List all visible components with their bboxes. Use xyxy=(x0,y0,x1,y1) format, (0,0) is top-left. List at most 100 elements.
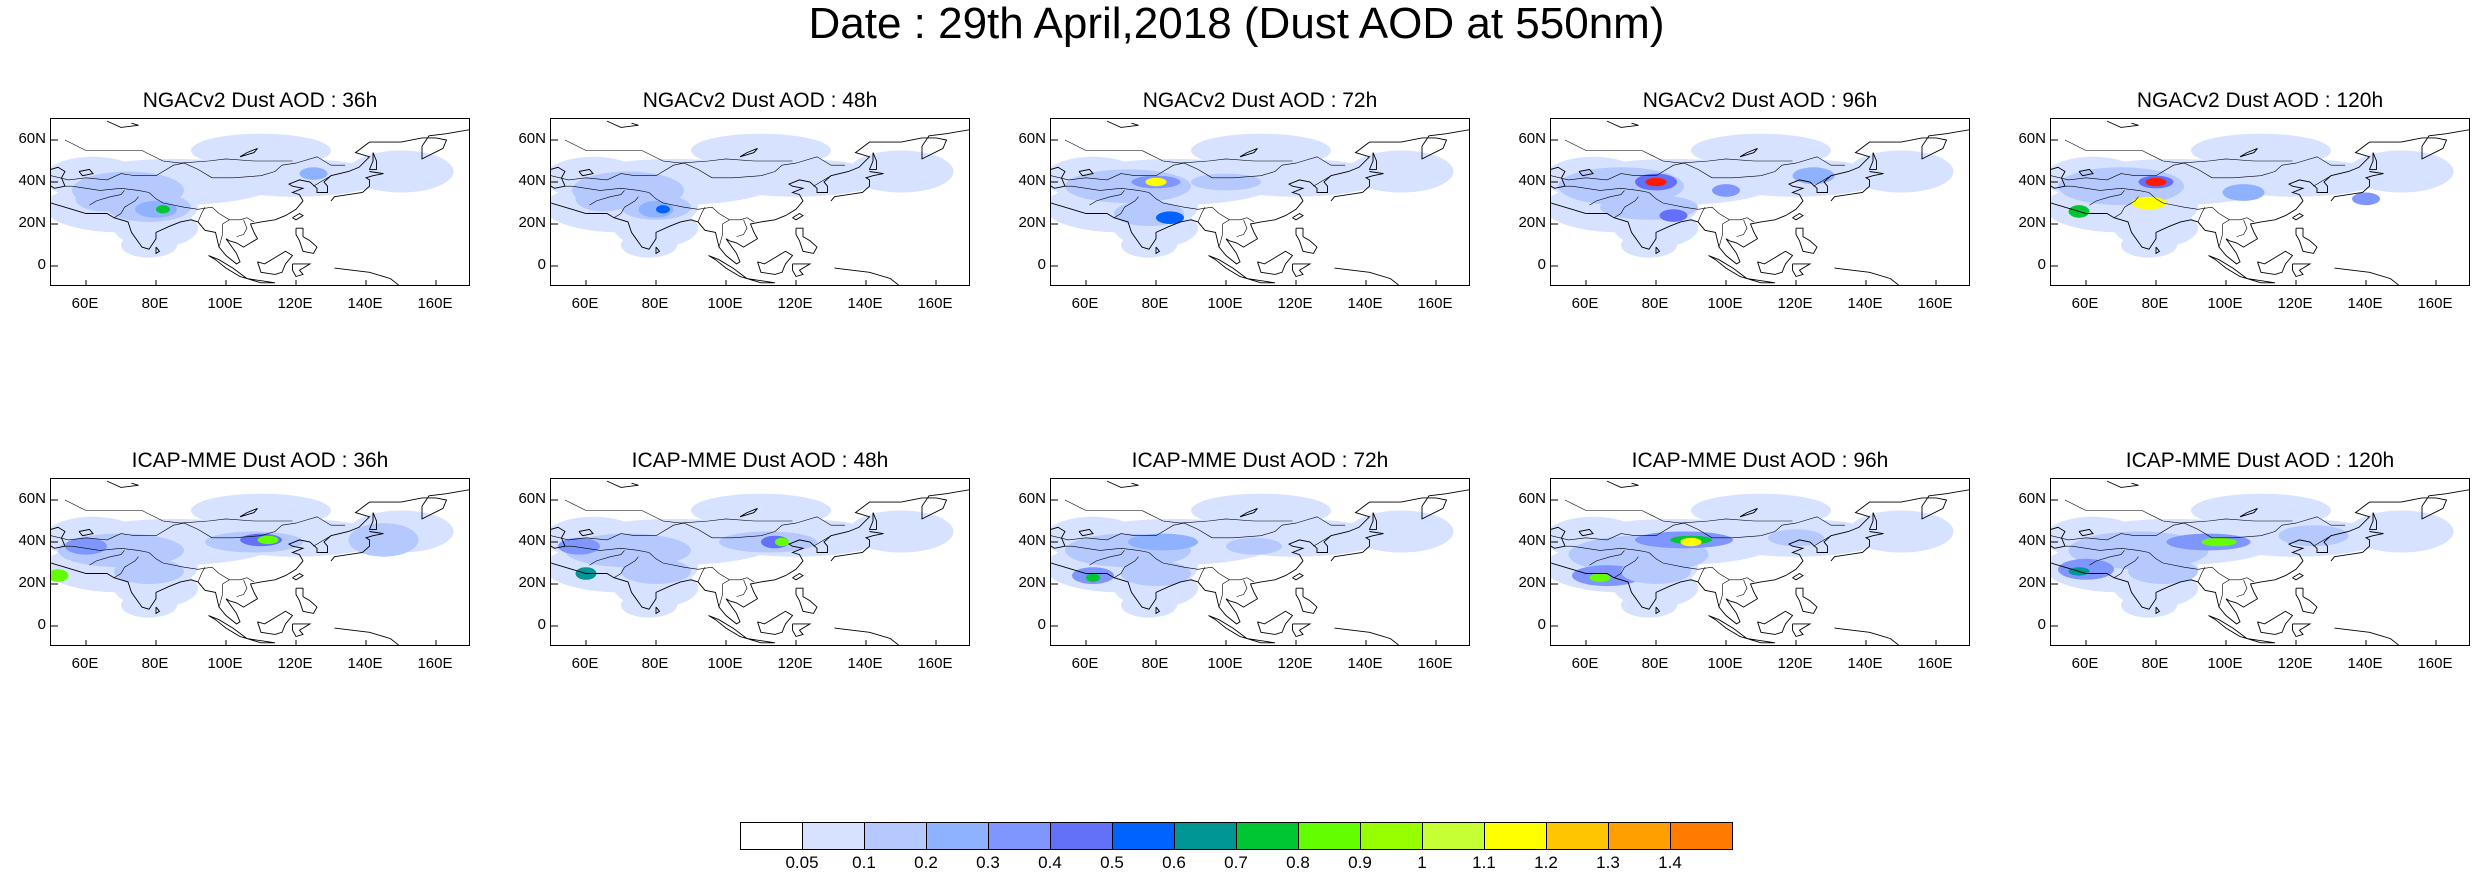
coastline xyxy=(792,263,812,278)
coastline xyxy=(2257,250,2294,275)
lat-tick-label: 20N xyxy=(518,214,546,231)
lon-tick-label: 160E xyxy=(917,655,953,672)
country-border xyxy=(1613,556,1639,578)
coastline xyxy=(2051,489,2469,625)
lon-tick-label: 80E xyxy=(141,295,169,312)
lon-tick-label: 120E xyxy=(277,655,313,672)
country-border xyxy=(64,139,293,164)
lon-tick-label: 120E xyxy=(2277,295,2313,312)
country-border xyxy=(736,579,748,597)
coastline xyxy=(368,512,377,530)
coastline xyxy=(292,623,312,638)
lat-tick-label: 20N xyxy=(2018,214,2046,231)
country-border xyxy=(551,156,845,181)
country-border xyxy=(1813,535,1832,547)
country-border xyxy=(2218,579,2230,608)
dust-shading xyxy=(1156,211,1184,224)
map-frame xyxy=(550,478,970,646)
dust-shading xyxy=(1645,177,1667,187)
coastline xyxy=(2257,610,2294,635)
dust-shading xyxy=(1848,150,1954,193)
coastline xyxy=(551,129,969,265)
country-border xyxy=(1613,196,1639,218)
lat-tick-label: 60N xyxy=(1018,490,1046,507)
coastline xyxy=(1834,267,1900,285)
coastline xyxy=(1606,480,1639,488)
panel-title: NGACv2 Dust AOD : 36h xyxy=(142,89,378,112)
country-border xyxy=(2236,219,2248,237)
country-border xyxy=(197,207,206,223)
country-border xyxy=(1113,556,1139,578)
coastline xyxy=(1330,531,1384,562)
coastline xyxy=(1551,489,1969,625)
dust-shading xyxy=(2278,525,2349,547)
lon-tick-label: 80E xyxy=(141,655,169,672)
coastline xyxy=(1792,263,1812,278)
coastline xyxy=(2078,528,2094,537)
coastline xyxy=(1295,587,1318,614)
country-border xyxy=(236,579,248,597)
coastline xyxy=(708,615,748,640)
aod-colorbar: 0.05 0.1 0.2 0.3 0.4 0.5 0.6 0.7 0.8 0.9 1 1.1 1.2 1.… xyxy=(740,822,1733,872)
dust-shading xyxy=(1712,184,1740,197)
country-border xyxy=(2113,196,2139,218)
lon-tick-label: 120E xyxy=(2277,655,2313,672)
country-border xyxy=(736,219,748,237)
lat-tick-label: 20N xyxy=(18,574,46,591)
coastline xyxy=(1051,166,1066,189)
coastline xyxy=(1155,246,1161,255)
coastline xyxy=(1578,168,1594,177)
dust-aod-map xyxy=(551,480,969,645)
dust-shading xyxy=(708,158,884,197)
lat-tick-label: 0 xyxy=(2037,256,2046,273)
coastline xyxy=(708,255,748,280)
coastline xyxy=(2208,255,2248,280)
map-panel-ngac-36h: NGACv2 Dust AOD : 36h 60N 40N 20N 0 60E 80E 100… xyxy=(18,88,470,318)
coastline xyxy=(1757,610,1794,635)
coastline xyxy=(1868,512,1877,530)
coastline xyxy=(2292,572,2304,581)
country-border xyxy=(1236,219,1248,237)
dust-shading xyxy=(1680,537,1702,547)
coastline xyxy=(868,512,877,530)
colorbar-label: 1.3 xyxy=(1596,853,1620,872)
lon-tick-label: 60E xyxy=(2071,295,2099,312)
panel-title: ICAP-MME Dust AOD : 36h xyxy=(131,449,389,472)
map-panel-ngac-96h: NGACv2 Dust AOD : 96h 60N 40N 20N 0 60E 80E 100… xyxy=(1518,88,1970,318)
country-border xyxy=(718,219,730,248)
lon-tick-label: 60E xyxy=(1571,655,1599,672)
coastline xyxy=(792,212,804,221)
coastline xyxy=(1868,152,1877,170)
coastline xyxy=(1795,227,1818,254)
country-border xyxy=(2236,579,2248,597)
country-border xyxy=(1051,156,1345,181)
dust-shading xyxy=(299,167,328,180)
colorbar-swatch xyxy=(864,822,927,850)
dust-shading xyxy=(2201,537,2237,547)
lon-tick-label: 140E xyxy=(1847,655,1883,672)
lon-tick-label: 100E xyxy=(2207,295,2243,312)
lon-tick-label: 160E xyxy=(1417,655,1453,672)
map-frame xyxy=(1050,478,1470,646)
colorbar-swatch xyxy=(802,822,865,850)
lat-tick-label: 20N xyxy=(2018,574,2046,591)
coastline xyxy=(1078,528,1094,537)
coastline xyxy=(551,166,566,189)
lon-tick-label: 60E xyxy=(571,655,599,672)
country-border xyxy=(1736,579,1748,597)
lon-tick-label: 100E xyxy=(1707,655,1743,672)
coastline xyxy=(1746,278,1776,284)
lon-tick-label: 140E xyxy=(347,655,383,672)
country-border xyxy=(1197,207,1206,223)
coastline xyxy=(292,212,304,221)
country-border xyxy=(218,579,230,608)
country-border xyxy=(1313,175,1332,187)
country-border xyxy=(2065,545,2087,549)
coastline xyxy=(1246,638,1276,644)
colorbar-swatch xyxy=(740,822,803,850)
lat-tick-label: 0 xyxy=(37,256,46,273)
country-border xyxy=(85,187,255,223)
lon-tick-label: 140E xyxy=(847,655,883,672)
colorbar-swatch xyxy=(1608,822,1671,850)
coastline xyxy=(1208,615,1248,640)
